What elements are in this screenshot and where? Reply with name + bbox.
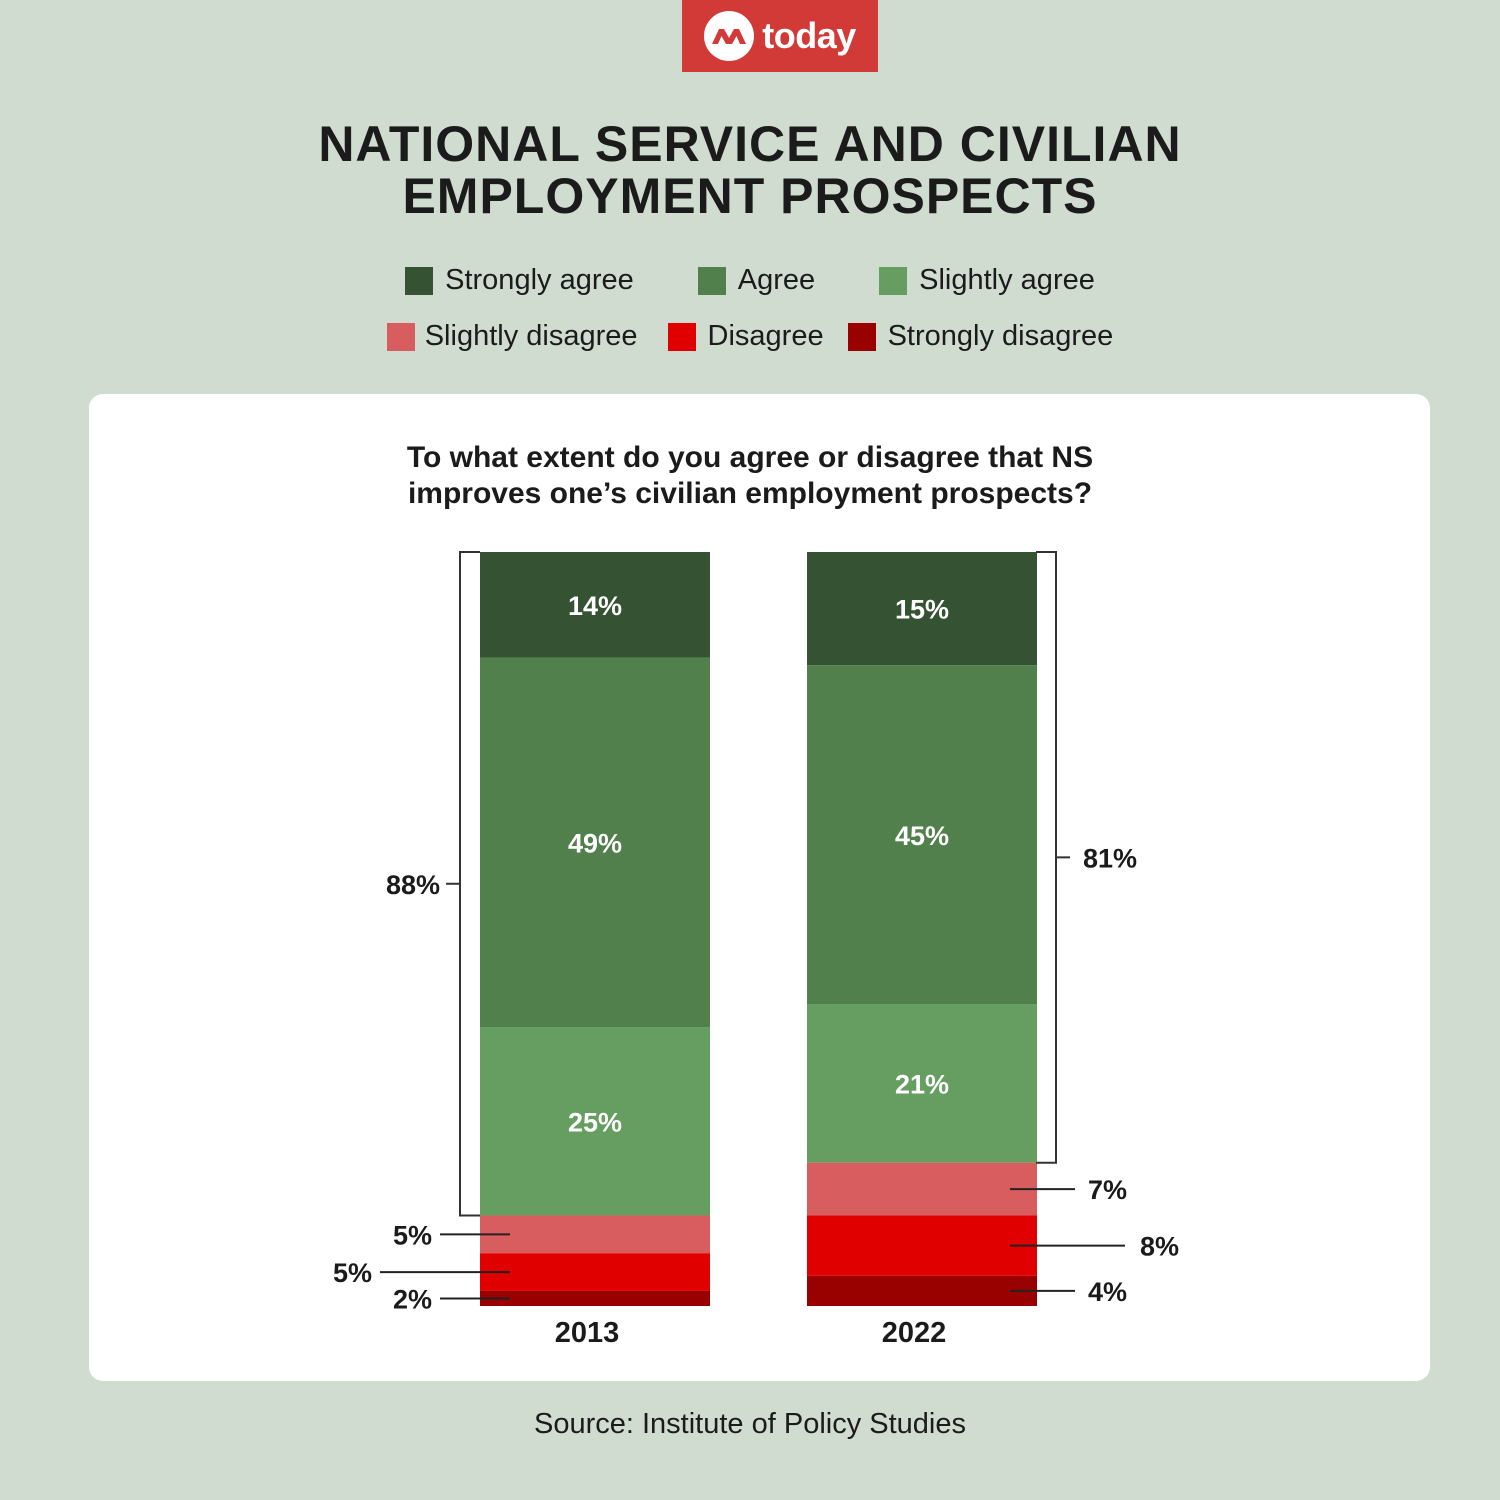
logo-text: today (762, 15, 856, 56)
legend-row-1: Strongly agree Agree Slightly agree (0, 264, 1500, 297)
legend-swatch (697, 266, 726, 295)
bar-segment (807, 665, 1037, 1005)
title-line-1: NATIONAL SERVICE AND CIVILIAN (318, 116, 1182, 172)
legend-label: Agree (737, 264, 816, 296)
agree-bracket (459, 551, 480, 1217)
question-line-2: improves one’s civilian employment prosp… (407, 477, 1093, 510)
data-label: 25% (568, 1107, 622, 1137)
legend-label: Strongly disagree (887, 320, 1114, 352)
chart-question: To what extent do you agree or disagree … (0, 440, 1500, 512)
legend-item: Agree (697, 264, 816, 297)
data-label: 49% (568, 828, 622, 858)
legend-label: Slightly agree (919, 264, 1095, 296)
legend-item: Slightly agree (879, 264, 1095, 297)
data-label: 8% (1140, 1232, 1179, 1262)
bar-segment (480, 1290, 710, 1306)
data-label: 4% (1088, 1277, 1127, 1307)
legend-swatch (667, 322, 696, 351)
data-label: 5% (333, 1258, 372, 1288)
agree-bracket (1036, 551, 1057, 1164)
bar-segment (480, 1253, 710, 1291)
legend-swatch (879, 266, 908, 295)
legend-swatch (847, 322, 876, 351)
logo-mark-icon (704, 11, 755, 61)
category-label: 2022 (882, 1317, 947, 1349)
data-label: 2% (393, 1284, 432, 1314)
bar-segment (480, 657, 710, 1028)
bar-segment (807, 1275, 1037, 1306)
bar-segment (480, 552, 710, 658)
today-logo: today (682, 0, 878, 72)
question-line-1: To what extent do you agree or disagree … (406, 441, 1094, 474)
legend-label: Strongly agree (445, 264, 634, 296)
page-title: NATIONAL SERVICE AND CIVILIAN EMPLOYMENT… (0, 118, 1500, 222)
chart-card (89, 394, 1430, 1381)
agree-total-label: 81% (1083, 843, 1137, 873)
data-label: 7% (1088, 1175, 1127, 1205)
agree-total-label: 88% (386, 870, 440, 900)
legend-label: Disagree (707, 320, 824, 352)
legend-swatch (386, 322, 415, 351)
legend-item: Strongly agree (405, 264, 634, 297)
bar-segment (480, 1027, 710, 1216)
data-label: 45% (895, 821, 949, 851)
data-label: 5% (393, 1220, 432, 1250)
legend-swatch (405, 266, 434, 295)
legend-item: Strongly disagree (847, 320, 1114, 353)
data-label: 15% (895, 595, 949, 625)
legend-label: Slightly disagree (424, 320, 638, 352)
data-label: 14% (568, 591, 622, 621)
bar-segment (807, 1215, 1037, 1276)
legend-item: Slightly disagree (386, 320, 638, 353)
legend-item: Disagree (667, 320, 824, 353)
legend-row-2: Slightly disagree Disagree Strongly disa… (0, 320, 1500, 353)
bar-segment (807, 1004, 1037, 1163)
source-note: Source: Institute of Policy Studies (534, 1408, 966, 1440)
category-label: 2013 (555, 1317, 620, 1349)
data-label: 21% (895, 1070, 949, 1100)
bar-segment (807, 552, 1037, 666)
bar-segment (480, 1215, 710, 1254)
title-line-2: EMPLOYMENT PROSPECTS (402, 168, 1098, 224)
bar-segment (807, 1162, 1037, 1216)
